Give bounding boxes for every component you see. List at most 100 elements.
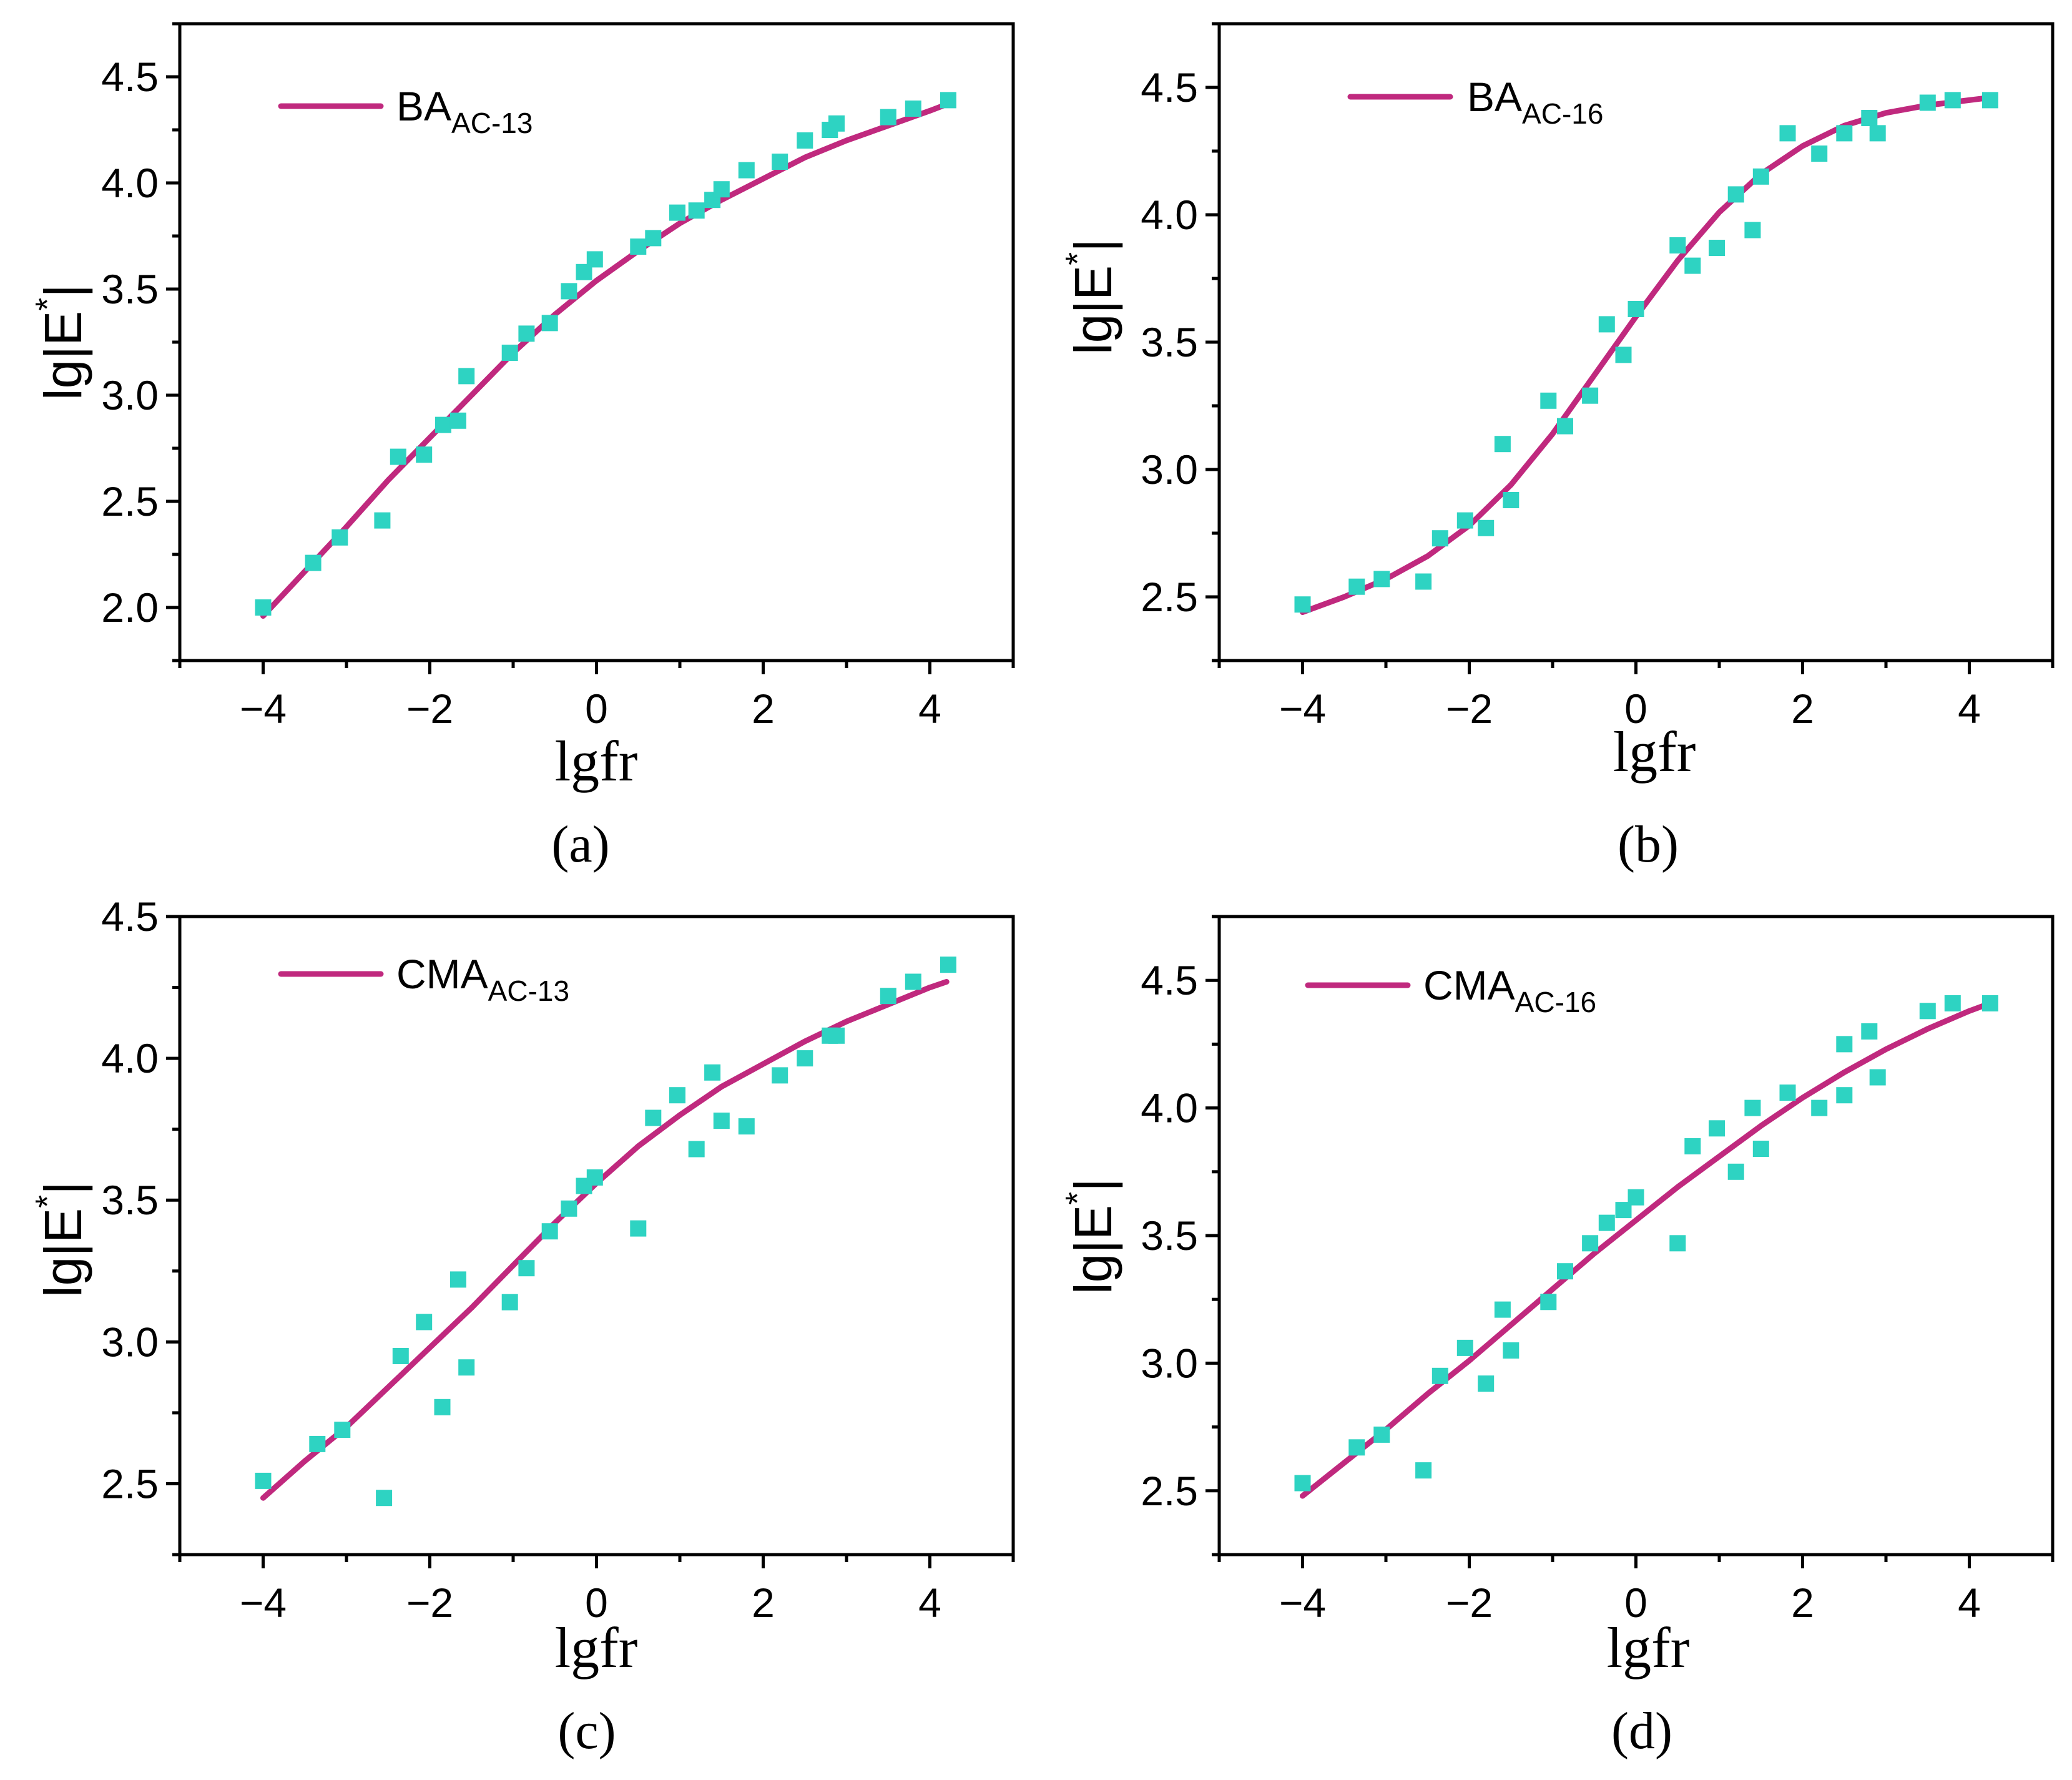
legend: CMAAC-16 <box>1305 962 1596 1018</box>
legend-label: CMAAC-16 <box>1423 962 1596 1018</box>
panel-caption: (d) <box>1611 1702 1672 1760</box>
data-point <box>1582 387 1599 404</box>
data-point <box>541 1223 558 1240</box>
data-point <box>1836 1036 1853 1053</box>
data-point <box>1348 578 1365 595</box>
y-ticks: 2.0 2.5 3.0 3.5 4.0 4.5 <box>101 22 180 662</box>
x-ticks: −4 −2 0 2 4 <box>1217 661 2055 732</box>
data-point <box>331 529 348 546</box>
y-ticks: 2.5 3.0 3.5 4.0 4.5 <box>1141 22 1219 662</box>
data-point <box>1744 1099 1761 1116</box>
data-point <box>1684 257 1701 274</box>
data-point <box>518 325 535 342</box>
data-point <box>772 1067 788 1084</box>
data-point <box>1348 1439 1365 1456</box>
data-point <box>1557 418 1573 435</box>
x-tick-label: 2 <box>752 686 775 732</box>
data-point <box>392 1348 409 1364</box>
data-point <box>501 1294 518 1310</box>
data-point <box>1415 573 1432 590</box>
data-points <box>255 92 956 616</box>
x-tick-label: −4 <box>240 686 287 732</box>
panel-a: −4 −2 0 2 4 2.02.53.03.54.04.5 BAAC-13 lgfr … <box>29 22 1015 873</box>
data-point <box>1752 1141 1769 1157</box>
data-points <box>1294 92 1998 613</box>
data-point <box>1727 186 1744 203</box>
x-tick-label: −2 <box>1446 1580 1493 1626</box>
fit-curve <box>260 979 950 1501</box>
data-point <box>1615 347 1632 363</box>
data-point <box>1684 1138 1701 1154</box>
x-axis-title: lgfr <box>555 729 638 793</box>
data-point <box>797 1050 813 1067</box>
data-point <box>645 230 662 247</box>
x-tick-label: −4 <box>240 1580 287 1626</box>
data-point <box>586 1169 603 1186</box>
data-point <box>1709 240 1725 256</box>
x-tick-label: 4 <box>918 686 941 732</box>
x-ticks: −4 −2 0 2 4 <box>178 661 1015 732</box>
x-tick-label: 0 <box>1624 686 1647 732</box>
y-tick-label: 2.5 <box>1141 1468 1198 1514</box>
data-point <box>1582 1235 1599 1252</box>
y-tick-label: 4.0 <box>1141 1085 1198 1131</box>
y-tick-label: 2.0 <box>101 584 159 631</box>
x-tick-label: 4 <box>918 1580 941 1626</box>
data-point <box>434 1399 451 1415</box>
data-point <box>1919 1003 1936 1020</box>
legend-label: CMAAC-13 <box>396 951 569 1007</box>
data-point <box>905 973 921 990</box>
data-point <box>255 1472 272 1489</box>
y-ticks: 2.5 3.0 3.5 4.0 4.5 <box>1141 915 1219 1556</box>
data-point <box>561 1200 577 1217</box>
data-point <box>1478 519 1495 536</box>
data-point <box>458 1359 475 1376</box>
x-tick-label: 4 <box>1958 686 1981 732</box>
y-tick-label: 4.5 <box>101 893 159 940</box>
legend-label: BAAC-16 <box>1467 74 1603 130</box>
y-ticks: 2.5 3.0 3.5 4.0 4.5 <box>101 893 180 1556</box>
data-point <box>1628 301 1644 317</box>
y-tick-label: 3.5 <box>101 1177 159 1223</box>
data-point <box>1431 530 1448 547</box>
data-point <box>416 446 433 463</box>
y-tick-label: 4.0 <box>101 160 159 206</box>
x-tick-label: 0 <box>585 1580 608 1626</box>
y-tick-label: 3.5 <box>1141 319 1198 365</box>
data-point <box>630 1220 647 1237</box>
legend: BAAC-13 <box>278 83 533 139</box>
data-point <box>1981 92 1998 109</box>
data-point <box>1669 1235 1686 1252</box>
legend: CMAAC-13 <box>278 951 569 1007</box>
y-tick-label: 3.5 <box>101 266 159 312</box>
data-point <box>1981 995 1998 1011</box>
x-ticks: −4 −2 0 2 4 <box>1217 1555 2055 1626</box>
x-tick-label: 4 <box>1958 1580 1981 1626</box>
x-tick-label: 2 <box>752 1580 775 1626</box>
y-axis-title: lg|E*| <box>29 1181 92 1297</box>
y-tick-label: 3.0 <box>101 1319 159 1365</box>
y-tick-label: 4.5 <box>1141 64 1198 111</box>
data-point <box>449 412 466 429</box>
data-point <box>828 1027 845 1044</box>
fit-line-series <box>260 979 950 1501</box>
data-point <box>738 162 755 179</box>
y-tick-label: 3.0 <box>101 372 159 418</box>
data-point <box>1861 110 1878 126</box>
data-point <box>1431 1367 1448 1384</box>
data-point <box>1456 1339 1473 1356</box>
data-point <box>1503 1342 1520 1359</box>
data-point <box>334 1422 351 1438</box>
data-point <box>1557 1263 1573 1280</box>
fit-curve <box>260 101 950 619</box>
panel-d: −4 −2 0 2 4 2.5 3.0 3.5 4.0 4.5 CMAAC-16 lgfr lg… <box>1059 915 2055 1760</box>
data-point <box>390 448 406 465</box>
data-point <box>1494 1301 1511 1318</box>
data-point <box>1456 512 1473 529</box>
data-point <box>1944 92 1961 109</box>
y-tick-label: 3.5 <box>1141 1212 1198 1259</box>
data-point <box>1373 571 1390 588</box>
data-point <box>1752 168 1769 185</box>
data-point <box>669 204 685 221</box>
x-tick-label: 2 <box>1791 686 1814 732</box>
